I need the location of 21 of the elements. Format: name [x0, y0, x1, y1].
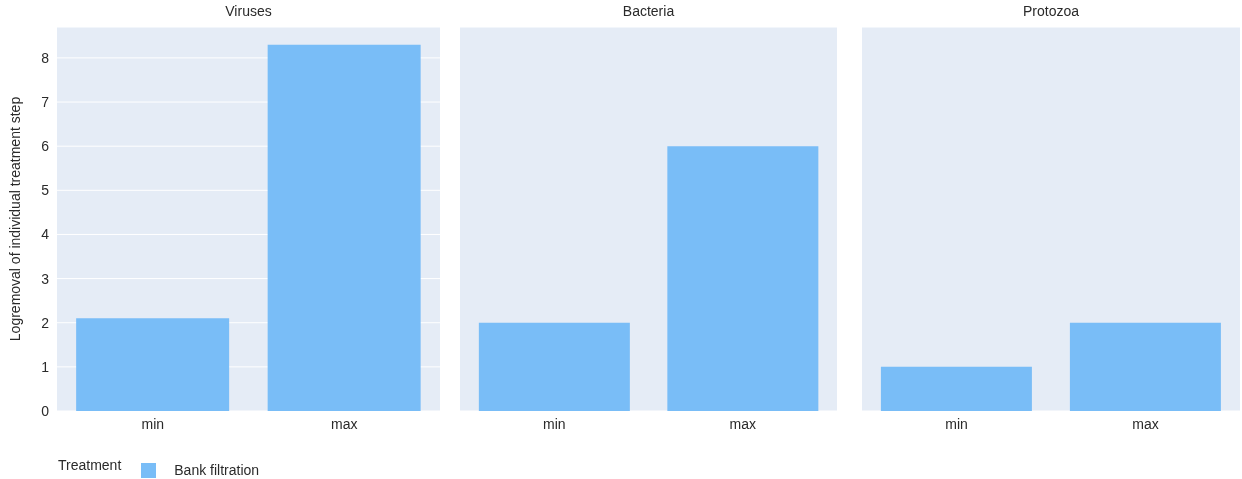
y-tick-label: 8	[41, 49, 50, 66]
x-tick-label: max	[331, 415, 358, 432]
x-tick-label: min	[141, 415, 165, 432]
legend-label: Bank filtration	[174, 462, 260, 478]
x-tick-label: min	[542, 415, 566, 432]
chart-title: Bacteria	[621, 3, 676, 19]
y-tick-label: 1	[41, 358, 50, 375]
y-tick-label: 7	[41, 94, 50, 110]
y-axis-title: Logremoval of individual treatment step	[6, 96, 23, 342]
legend-title: Treatment	[58, 457, 122, 473]
chart-title: Viruses	[224, 3, 273, 19]
y-tick-label: 2	[41, 314, 50, 331]
y-tick-label: 4	[41, 226, 50, 243]
y-tick-label: 0	[41, 402, 50, 419]
x-tick-label: max	[729, 415, 756, 432]
y-tick-label: 6	[41, 138, 50, 155]
x-tick-label: min	[945, 415, 968, 432]
y-tick-label: 3	[41, 270, 50, 287]
x-tick-label: max	[1132, 415, 1159, 432]
y-tick-label: 5	[41, 182, 50, 199]
chart-title: Protozoa	[1021, 3, 1080, 19]
